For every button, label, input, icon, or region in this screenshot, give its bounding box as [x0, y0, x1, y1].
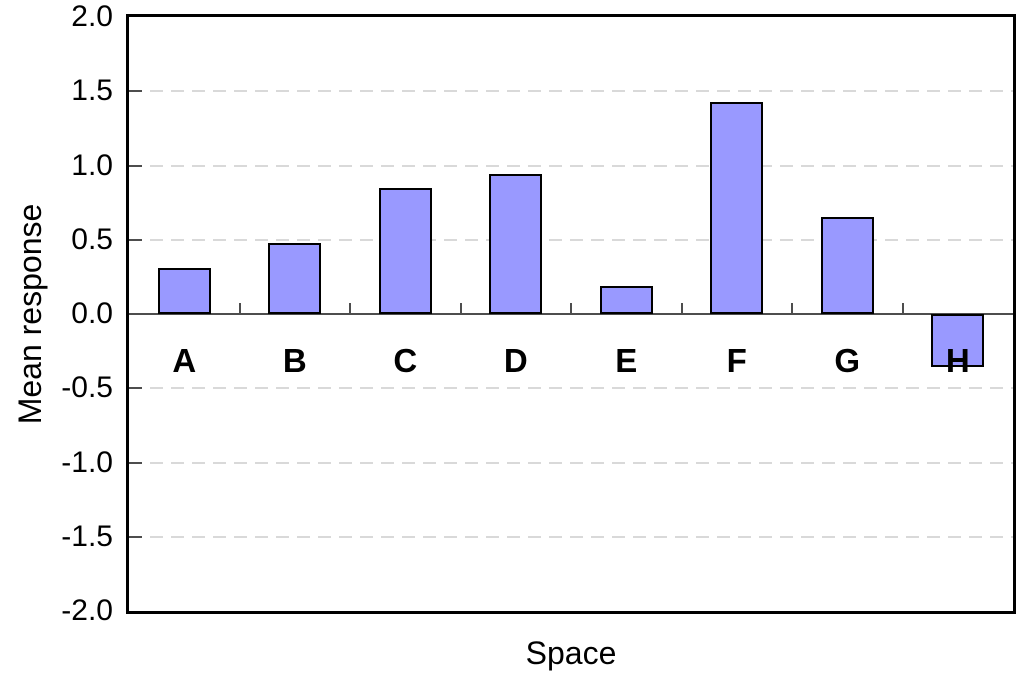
y-tick-label: 0.0 [71, 297, 113, 330]
gridline [129, 164, 1013, 167]
category-label: F [726, 342, 747, 379]
x-tick-mark [349, 303, 351, 314]
bar [931, 314, 985, 368]
x-tick-mark [459, 303, 462, 314]
bar [378, 187, 432, 314]
bar [268, 242, 322, 314]
y-tick-mark [129, 90, 142, 93]
category-label: B [282, 342, 307, 379]
gridline [129, 461, 1013, 464]
y-tick-mark [129, 387, 142, 390]
category-label: E [615, 342, 638, 379]
y-axis-tick-labels: 2.0 1.5 1.0 0.5 0.0 -0.5 -1.0 -1.5 -2.0 [0, 0, 126, 678]
bar [710, 101, 764, 314]
bar [489, 174, 543, 314]
plot-area: A B C D E F G H [126, 14, 1016, 614]
bar [599, 285, 653, 314]
x-axis-title: Space [525, 635, 617, 671]
gridline [129, 387, 1013, 390]
x-tick-mark [570, 303, 572, 314]
category-label: G [834, 342, 861, 379]
gridline [129, 90, 1013, 93]
y-tick-mark [129, 535, 142, 538]
y-tick-label: -1.0 [61, 445, 113, 479]
y-tick-label: -2.0 [61, 594, 113, 627]
y-tick-mark [129, 461, 142, 464]
y-tick-mark [129, 164, 142, 167]
x-tick-mark [791, 303, 793, 314]
category-label: H [945, 342, 970, 379]
gridline [129, 535, 1013, 538]
gridline [129, 238, 1013, 241]
x-tick-mark [238, 303, 241, 314]
bar [157, 267, 211, 314]
zero-axis-line [129, 313, 1013, 315]
category-label: D [503, 342, 528, 379]
y-tick-label: 1.0 [71, 148, 113, 182]
category-label: C [393, 342, 418, 379]
x-tick-mark [901, 303, 904, 314]
y-tick-label: -1.5 [61, 519, 113, 553]
x-tick-mark [680, 303, 683, 314]
category-label: A [172, 342, 197, 379]
y-tick-mark [129, 238, 142, 241]
bar [820, 217, 874, 314]
y-tick-label: 1.5 [71, 74, 113, 108]
y-tick-label: -0.5 [61, 371, 113, 405]
y-tick-label: 0.5 [71, 222, 113, 256]
y-tick-label: 2.0 [71, 0, 113, 33]
